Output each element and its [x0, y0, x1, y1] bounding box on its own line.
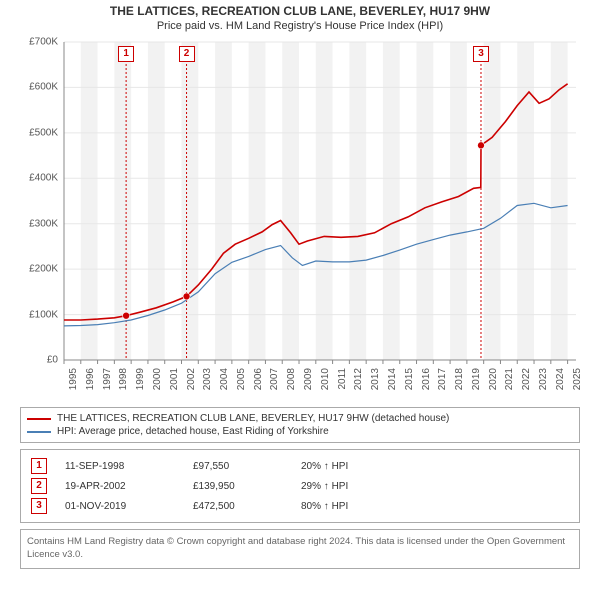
x-tick-label: 1996: [85, 368, 96, 398]
x-tick-label: 2015: [404, 368, 415, 398]
x-tick-label: 2011: [337, 368, 348, 398]
event-date: 01-NOV-2019: [65, 501, 175, 512]
event-date: 11-SEP-1998: [65, 461, 175, 472]
event-row: 2 19-APR-2002 £139,950 29% ↑ HPI: [27, 476, 573, 496]
legend-swatch-hpi: [27, 431, 51, 433]
x-tick-label: 2000: [152, 368, 163, 398]
y-tick-label: £200K: [20, 264, 58, 275]
x-tick-label: 2008: [286, 368, 297, 398]
event-date: 19-APR-2002: [65, 481, 175, 492]
x-tick-label: 2022: [521, 368, 532, 398]
x-tick-label: 2024: [555, 368, 566, 398]
legend-row-property: THE LATTICES, RECREATION CLUB LANE, BEVE…: [27, 412, 573, 425]
x-tick-label: 2020: [488, 368, 499, 398]
event-row: 1 11-SEP-1998 £97,550 20% ↑ HPI: [27, 456, 573, 476]
x-tick-label: 2017: [437, 368, 448, 398]
events-table: 1 11-SEP-1998 £97,550 20% ↑ HPI 2 19-APR-2002…: [20, 449, 580, 523]
x-tick-label: 1997: [102, 368, 113, 398]
x-tick-label: 2023: [538, 368, 549, 398]
x-tick-label: 2003: [202, 368, 213, 398]
x-tick-label: 2010: [320, 368, 331, 398]
attribution: Contains HM Land Registry data © Crown c…: [20, 529, 580, 569]
x-tick-label: 2021: [504, 368, 515, 398]
x-tick-label: 1999: [135, 368, 146, 398]
legend-label-hpi: HPI: Average price, detached house, East…: [57, 426, 329, 437]
legend-row-hpi: HPI: Average price, detached house, East…: [27, 425, 573, 438]
event-price: £139,950: [193, 481, 283, 492]
x-tick-label: 2004: [219, 368, 230, 398]
event-badge: 3: [31, 498, 47, 514]
event-badge: 1: [31, 458, 47, 474]
x-tick-label: 2013: [370, 368, 381, 398]
x-tick-label: 1995: [68, 368, 79, 398]
event-price: £97,550: [193, 461, 283, 472]
x-tick-label: 2014: [387, 368, 398, 398]
chart-svg: [20, 36, 580, 401]
event-marker-2: 2: [179, 46, 195, 62]
event-badge: 2: [31, 478, 47, 494]
event-marker-3: 3: [473, 46, 489, 62]
y-tick-label: £0: [20, 355, 58, 366]
y-tick-label: £300K: [20, 218, 58, 229]
x-tick-label: 2001: [169, 368, 180, 398]
y-tick-label: £100K: [20, 309, 58, 320]
x-tick-label: 2016: [421, 368, 432, 398]
x-tick-label: 2006: [253, 368, 264, 398]
x-tick-label: 1998: [118, 368, 129, 398]
price-chart: £0 £100K £200K £300K £400K £500K £600K £700K 199…: [20, 36, 580, 401]
x-tick-label: 2007: [269, 368, 280, 398]
event-hpi-delta: 20% ↑ HPI: [301, 461, 348, 472]
page-title: THE LATTICES, RECREATION CLUB LANE, BEVE…: [0, 0, 600, 18]
x-tick-label: 2005: [236, 368, 247, 398]
x-tick-label: 2018: [454, 368, 465, 398]
y-tick-label: £500K: [20, 127, 58, 138]
x-tick-label: 2012: [353, 368, 364, 398]
event-price: £472,500: [193, 501, 283, 512]
page-subtitle: Price paid vs. HM Land Registry's House …: [0, 18, 600, 36]
y-tick-label: £600K: [20, 82, 58, 93]
y-tick-label: £400K: [20, 173, 58, 184]
legend-swatch-property: [27, 418, 51, 420]
legend-label-property: THE LATTICES, RECREATION CLUB LANE, BEVE…: [57, 413, 449, 424]
y-tick-label: £700K: [20, 37, 58, 48]
event-row: 3 01-NOV-2019 £472,500 80% ↑ HPI: [27, 496, 573, 516]
legend: THE LATTICES, RECREATION CLUB LANE, BEVE…: [20, 407, 580, 443]
event-marker-1: 1: [118, 46, 134, 62]
x-tick-label: 2002: [186, 368, 197, 398]
x-tick-label: 2009: [303, 368, 314, 398]
x-tick-label: 2025: [572, 368, 583, 398]
event-hpi-delta: 29% ↑ HPI: [301, 481, 348, 492]
x-tick-label: 2019: [471, 368, 482, 398]
event-hpi-delta: 80% ↑ HPI: [301, 501, 348, 512]
